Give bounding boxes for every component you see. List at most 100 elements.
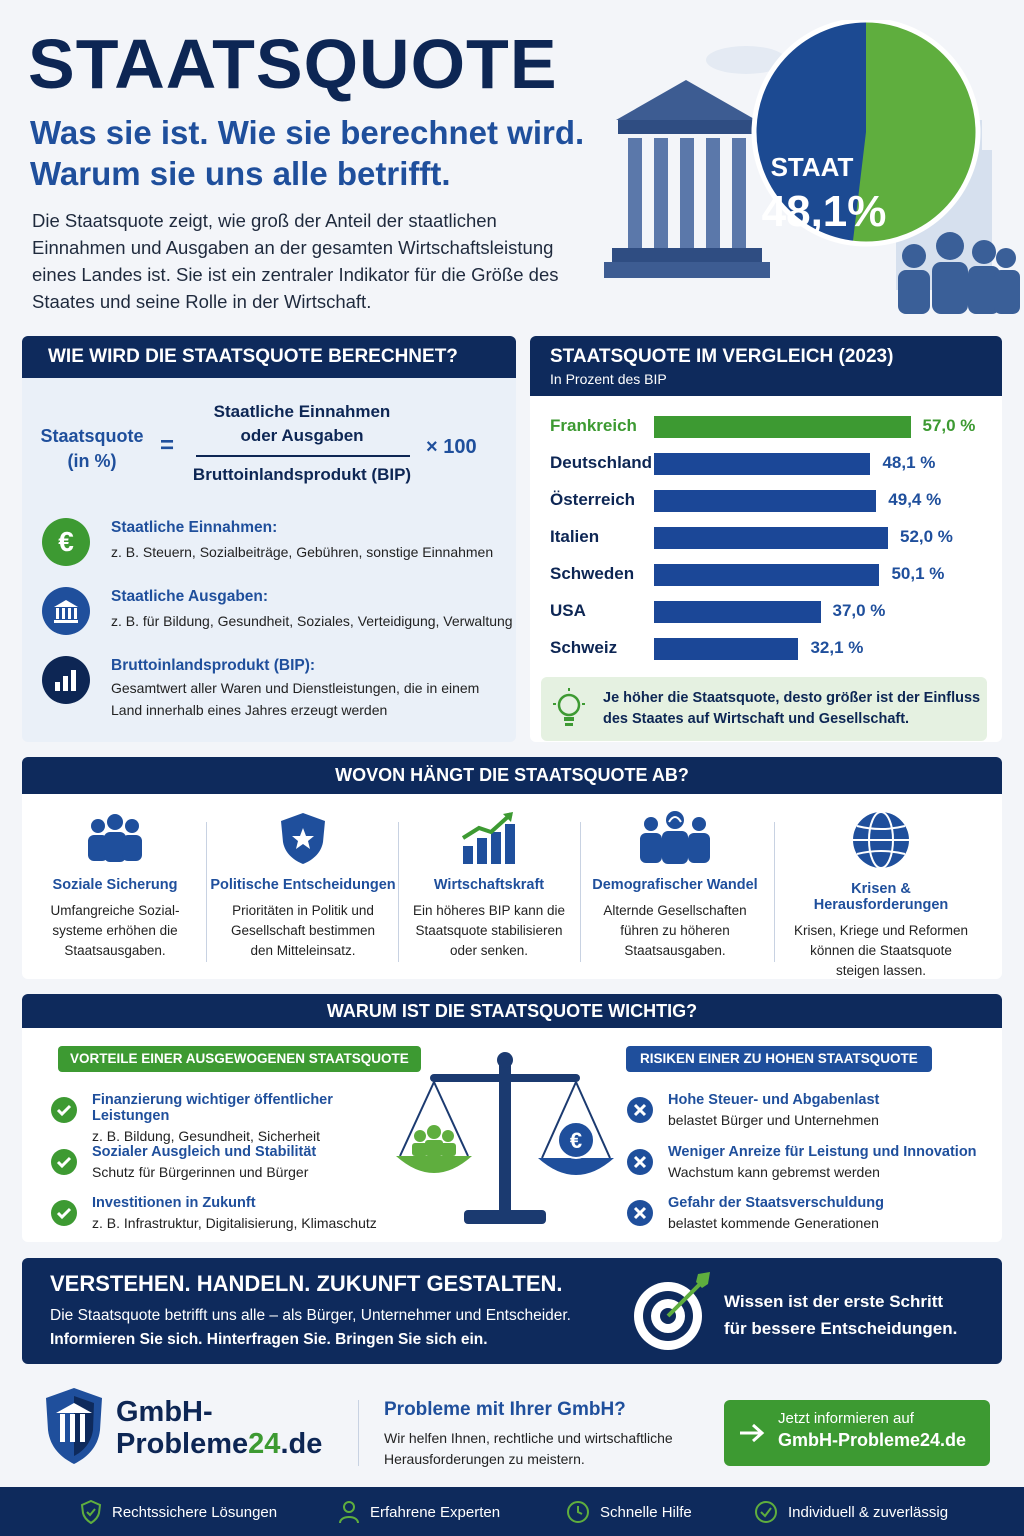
factor-text-line: Umfangreiche Sozial- [50, 903, 180, 918]
logo-part: .de [280, 1428, 323, 1460]
pie-label: STAAT [771, 152, 854, 182]
bar-label: Schweiz [550, 638, 618, 657]
logo-line1: GmbH- [116, 1396, 213, 1428]
footer-label: Individuell & zuverlässig [788, 1503, 949, 1521]
person-icon [339, 1501, 359, 1524]
cta-right: Wissen ist der erste Schritt für bessere… [724, 1288, 957, 1342]
formula-item-gdp: Bruttoinlandsprodukt (BIP): Gesamtwert a… [111, 657, 479, 721]
factor-text-line: führen zu höheren [620, 923, 730, 938]
bar-value: 57,0 % [922, 416, 976, 435]
formula-item-revenue: Staatliche Einnahmen: z. B. Steuern, Soz… [111, 519, 493, 563]
formula-lhs: Staatsquote (in %) [40, 424, 144, 474]
footer-label: Schnelle Hilfe [600, 1503, 692, 1521]
con-title: Hohe Steuer- und Abgabenlast [668, 1092, 880, 1108]
con-title: Gefahr der Staatsverschuldung [668, 1195, 884, 1211]
formula-lhs-line1: Staatsquote [40, 426, 144, 446]
close-icon [627, 1149, 653, 1175]
factor-text-line: steigen lassen. [835, 963, 927, 978]
comparison-heading: STAATSQUOTE IM VERGLEICH (2023) [550, 346, 894, 367]
pro-text: z. B. Infrastruktur, Digitalisierung, Kl… [92, 1215, 377, 1231]
cta-banner: VERSTEHEN. HANDELN. ZUKUNFT GESTALTEN. D… [22, 1258, 1002, 1364]
tip-box: Je höher die Staatsquote, desto größer i… [541, 677, 987, 741]
factor-title: Soziale Sicherung [52, 877, 178, 893]
lightbulb-icon [553, 688, 585, 726]
bar-row: USA 37,0 % [550, 601, 1000, 625]
formula-panel: WIE WIRD DIE STAATSQUOTE BERECHNET? [22, 336, 516, 742]
cons-heading: RISIKEN EINER ZU HOHEN STAATSQUOTE [626, 1046, 932, 1072]
globe-icon [853, 811, 909, 869]
formula-item-expenses: Staatliche Ausgaben: z. B. für Bildung, … [111, 588, 513, 632]
hero-subtitle-line2: Warum sie uns alle betrifft. [30, 155, 451, 192]
factor-text-line: können die Staatsquote [810, 943, 952, 958]
comparison-header: STAATSQUOTE IM VERGLEICH (2023) In Proze… [530, 336, 1002, 396]
bar-row: Italien 52,0 % [550, 527, 1000, 551]
factor-social: Soziale Sicherung Umfangreiche Sozial-sy… [20, 810, 210, 961]
hero-intro: Die Staatsquote zeigt, wie groß der Ante… [32, 210, 559, 312]
cta-heading: VERSTEHEN. HANDELN. ZUKUNFT GESTALTEN. [50, 1271, 563, 1296]
factor-crises: Krisen & Herausforderungen Krisen, Krieg… [786, 810, 976, 981]
elderly-people-icon [640, 811, 710, 864]
comparison-subheading: In Prozent des BIP [550, 371, 667, 387]
arrow-right-icon [740, 1423, 765, 1443]
close-icon [627, 1200, 653, 1226]
factor-text-line: Prioritäten in Politik und [232, 903, 374, 918]
tip-line1: Je höher die Staatsquote, desto größer i… [603, 690, 981, 706]
logo-text: GmbH- Probleme24.de [116, 1396, 322, 1460]
pro-title: Sozialer Ausgleich und Stabilität [92, 1144, 317, 1160]
target-icon [634, 1272, 710, 1350]
bar-label: Schweden [550, 564, 635, 583]
formula-multiplier: × 100 [426, 436, 477, 458]
bar-value: 32,1 % [810, 638, 864, 657]
check-icon [51, 1097, 77, 1123]
factor-economy: Wirtschaftskraft Ein höheres BIP kann di… [394, 810, 584, 961]
footer-item: Individuell & zuverlässig [754, 1500, 948, 1524]
factor-text-line: Staatsausgaben. [64, 943, 166, 958]
factor-text: Umfangreiche Sozial-systeme erhöhen die S… [20, 901, 210, 961]
brand-question: Probleme mit Ihrer GmbH? [384, 1399, 626, 1420]
cta-button[interactable]: Jetzt informieren auf GmbH-Probleme24.de [724, 1400, 990, 1466]
factor-demography: Demografischer Wandel Alternde Gesellsch… [580, 810, 770, 961]
check-icon [51, 1200, 77, 1226]
factor-title: Wirtschaftskraft [433, 877, 545, 893]
bar-label: Frankreich [550, 416, 637, 435]
bar [654, 527, 888, 549]
pro-title: Finanzierung wichtiger öffentlicher Leis… [92, 1092, 333, 1124]
close-icon [627, 1097, 653, 1123]
factor-politics: Politische Entscheidungen Prioritäten in… [208, 810, 398, 961]
factors-panel: WOVON HÄNGT DIE STAATSQUOTE AB? [22, 757, 1002, 979]
bar-row: Schweiz 32,1 % [550, 638, 1000, 662]
comparison-chart: Frankreich 57,0 % Deutschland 48,1 % Österre… [530, 404, 1002, 674]
formula-numerator: Staatliche Einnahmen oder Ausgaben [192, 400, 412, 448]
formula-numerator-line2: oder Ausgaben [240, 426, 364, 445]
bar [654, 564, 880, 586]
bar [654, 601, 821, 623]
formula-item-title: Bruttoinlandsprodukt (BIP): [111, 657, 316, 674]
tip-line2: des Staates auf Wirtschaft und Gesellsch… [603, 711, 910, 727]
formula-lhs-line2: (in %) [67, 451, 117, 471]
bar-label: Italien [550, 527, 600, 546]
footer-label: Rechtssichere Lösungen [112, 1503, 278, 1521]
footer-item: Erfahrene Experten [338, 1500, 500, 1524]
bar [654, 453, 871, 475]
svg-text:€: € [570, 1128, 582, 1153]
government-building-icon [604, 80, 770, 278]
bar-row: Schweden 50,1 % [550, 564, 1000, 588]
factor-text-line: Staatsquote stabilisieren [415, 923, 563, 938]
formula-heading: WIE WIRD DIE STAATSQUOTE BERECHNET? [22, 336, 516, 378]
brand-info: Probleme mit Ihrer GmbH? Wir helfen Ihne… [384, 1399, 673, 1470]
factor-text: Krisen, Kriege und Reformen können die St… [786, 921, 976, 981]
factor-text-line: den Mitteleinsatz. [250, 943, 356, 958]
footer-bar [0, 1487, 1024, 1536]
factor-text-line: Gesellschaft bestimmen [230, 923, 376, 938]
clock-icon [567, 1501, 589, 1523]
bar-label: Deutschland [550, 453, 653, 472]
cta-button-text: Jetzt informieren auf GmbH-Probleme24.de [778, 1410, 966, 1451]
formula-item-title: Staatliche Einnahmen: [111, 519, 278, 536]
con-text: Wachstum kann gebremst werden [668, 1164, 880, 1180]
bar-row: Österreich 49,4 % [550, 490, 1000, 514]
factor-text: Alternde Gesellschaften führen zu höheren… [580, 901, 770, 961]
formula-item-text-line2: Land innerhalb eines Jahres erzeugt werd… [111, 702, 388, 718]
factor-text-line: Staatsausgaben. [624, 943, 726, 958]
formula-item-text: z. B. für Bildung, Gesundheit, Soziales,… [111, 613, 513, 629]
formula-denominator: Bruttoinlandsprodukt (BIP) [192, 465, 412, 484]
